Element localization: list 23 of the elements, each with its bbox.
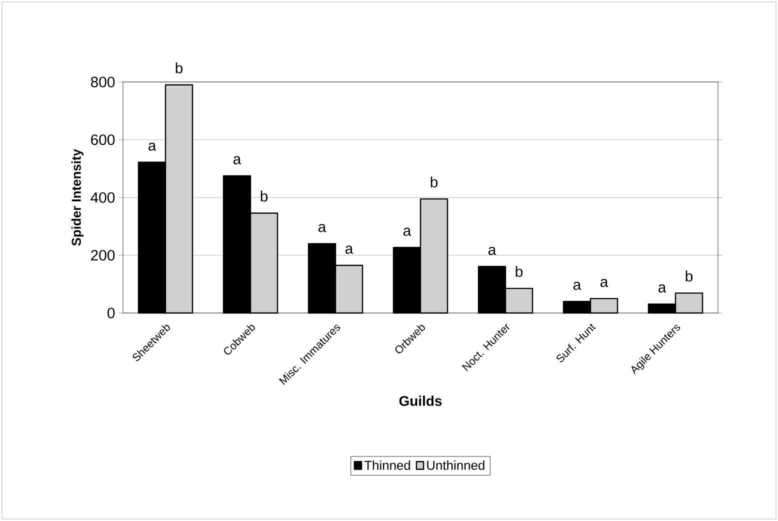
- annotation: a: [148, 142, 156, 151]
- y-tick-label: 600: [91, 134, 115, 146]
- annotation: a: [658, 284, 666, 293]
- x-axis-title: Guilds: [399, 396, 442, 406]
- annotation: b: [176, 62, 183, 74]
- annotation: a: [600, 278, 608, 288]
- annotation: b: [516, 266, 523, 277]
- y-tick-label: 800: [90, 76, 115, 88]
- annotation: a: [233, 156, 242, 164]
- y-tick-label: 200: [91, 250, 115, 261]
- y-tick-label: 0: [107, 308, 115, 318]
- annotation: b: [686, 270, 693, 282]
- annotation: b: [260, 190, 268, 202]
- legend-label: Unthinned: [427, 460, 484, 470]
- y-axis-title: Spider Intensity: [71, 148, 84, 246]
- annotation: a: [318, 224, 326, 232]
- annotation: a: [573, 282, 582, 290]
- annotation: a: [488, 246, 496, 255]
- annotation: a: [403, 228, 412, 236]
- legend-label: Thinned: [364, 460, 410, 470]
- annotation: a: [345, 246, 354, 254]
- y-tick-label: 400: [90, 192, 115, 203]
- annotation: b: [430, 176, 438, 188]
